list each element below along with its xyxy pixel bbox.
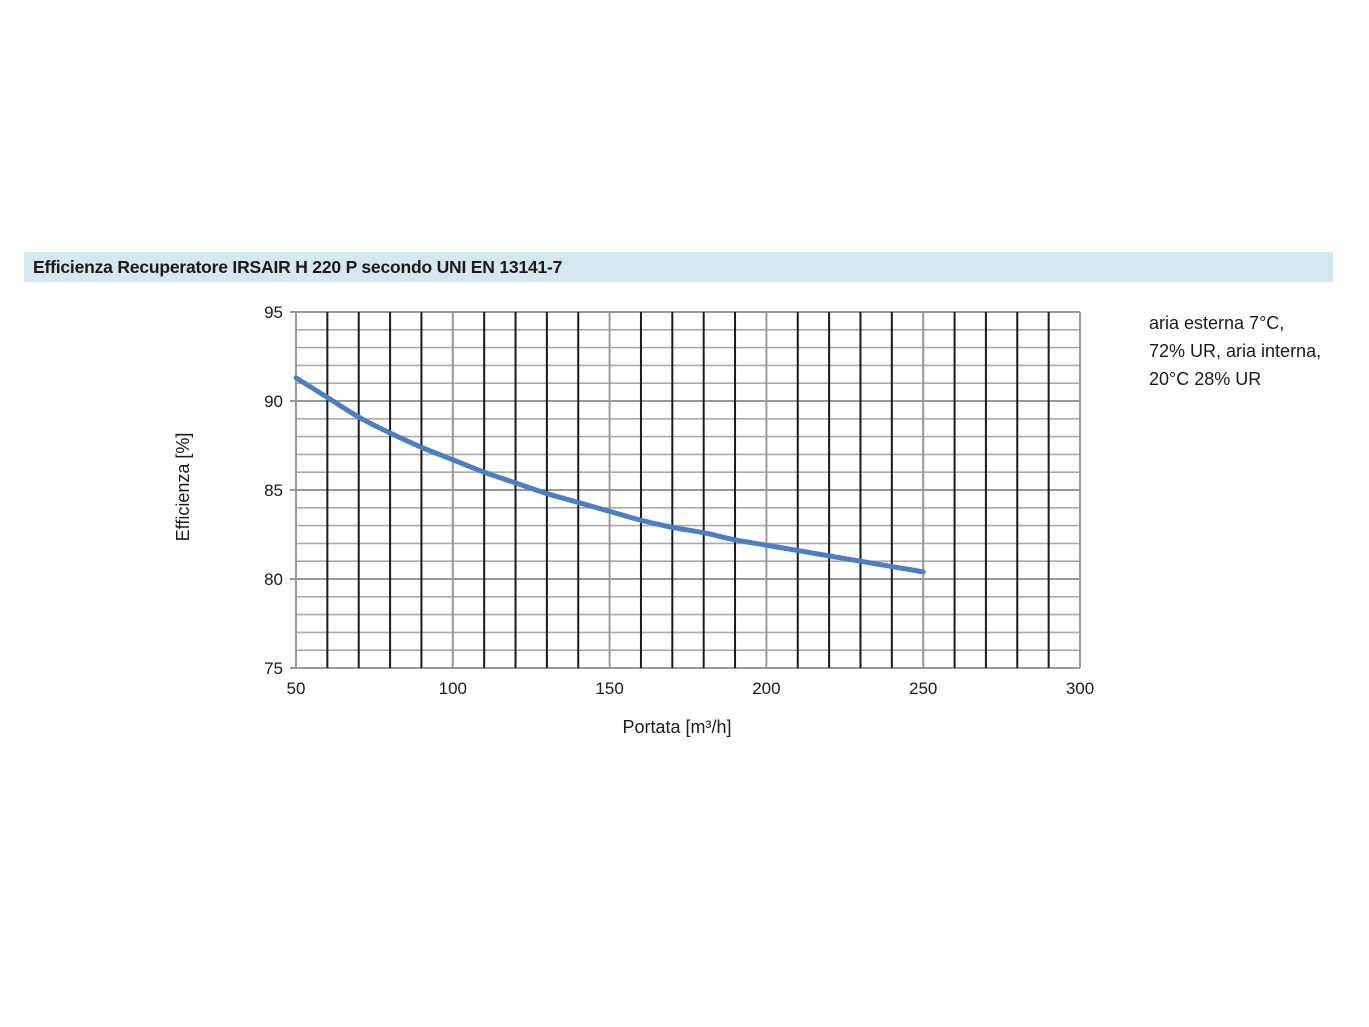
x-tick-label: 300: [1066, 679, 1094, 698]
y-tick-label: 80: [264, 570, 283, 589]
x-tick-label: 250: [909, 679, 937, 698]
y-tick-label: 95: [264, 303, 283, 322]
x-tick-label: 200: [752, 679, 780, 698]
x-tick-label: 50: [287, 679, 306, 698]
chart-title-bar: Efficienza Recuperatore IRSAIR H 220 P s…: [24, 252, 1333, 282]
y-tick-label: 85: [264, 481, 283, 500]
chart-title: Efficienza Recuperatore IRSAIR H 220 P s…: [33, 257, 563, 277]
efficiency-curve: [293, 375, 926, 575]
y-tick-label: 90: [264, 392, 283, 411]
note-line-3: 20°C 28% UR: [1149, 369, 1262, 389]
x-tick-label: 100: [439, 679, 467, 698]
note-line-1: aria esterna 7°C,: [1149, 313, 1285, 333]
x-tick-label: 150: [595, 679, 623, 698]
note-line-2: 72% UR, aria interna,: [1149, 341, 1322, 361]
series-layer: [293, 375, 926, 575]
grid: [295, 311, 1081, 669]
y-tick-label: 75: [264, 659, 283, 678]
conditions-note: aria esterna 7°C, 72% UR, aria interna, …: [1149, 309, 1359, 393]
y-axis-label: Efficienza [%]: [173, 433, 193, 542]
x-axis-label: Portata [m³/h]: [622, 717, 731, 737]
